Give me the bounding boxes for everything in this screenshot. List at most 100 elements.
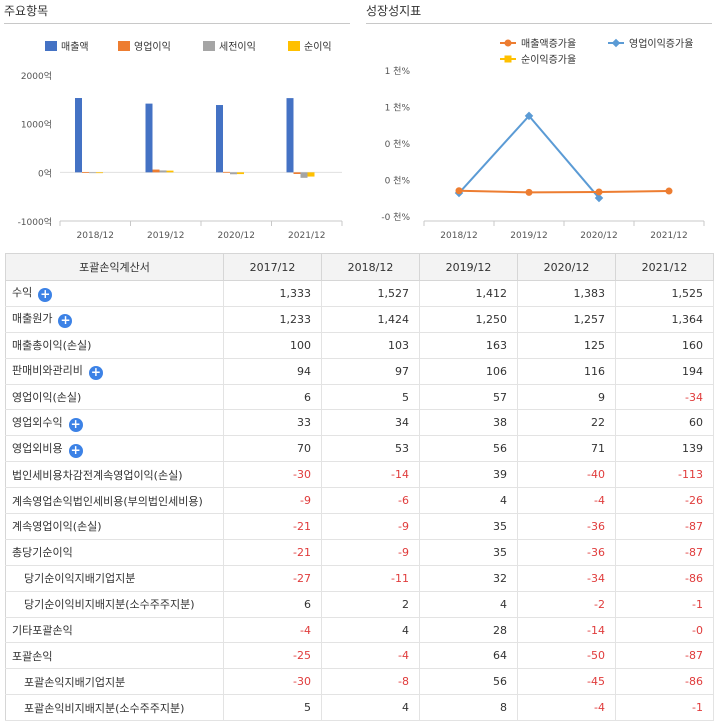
right-panel-title: 성장성지표	[366, 4, 422, 18]
x-tick-label: 2020/12	[580, 231, 617, 241]
value-cell: -9	[223, 487, 322, 515]
value-cell: 6	[223, 384, 322, 411]
value-cell: 53	[321, 435, 420, 463]
expand-plus-icon[interactable]: +	[58, 313, 73, 329]
y-tick-label: 0 천%	[385, 176, 411, 187]
table-header-year: 2019/12	[419, 253, 518, 281]
row-label-cell: 총당기순이익	[5, 539, 224, 566]
row-label: 포괄손익비지배지분(소수주주지분)	[24, 701, 185, 715]
legend-marker	[504, 39, 512, 47]
table-header-year: 2018/12	[321, 253, 420, 281]
value-cell: -87	[615, 539, 714, 566]
value-cell: 103	[321, 332, 420, 359]
value-cell: -4	[517, 694, 616, 722]
x-tick-label: 2018/12	[77, 231, 114, 241]
value-cell: -86	[615, 565, 714, 592]
row-label-cell: 계속영업손익법인세비용(부의법인세비용)	[5, 487, 224, 515]
row-label-cell: 영업외비용 +	[5, 435, 224, 463]
table-row: 매출원가 +1,233 1,424 1,250 1,257 1,364	[5, 306, 714, 333]
row-label: 매출원가	[12, 312, 53, 326]
y-tick-label: 2000억	[21, 70, 52, 82]
row-label-cell: 영업외수익 +	[5, 409, 224, 437]
value-cell: -2	[517, 591, 616, 618]
x-tick-label: 2018/12	[440, 231, 477, 241]
row-label-cell: 계속영업이익(손실)	[5, 513, 224, 540]
value-cell: 1,527	[321, 280, 420, 307]
value-cell: 35	[419, 539, 518, 566]
value-cell: -27	[223, 565, 322, 592]
major-items-bar-chart: 매출액 영업이익 세전이익 순이익 2000억 1000억 0억 -1000억 2018/12 2…	[18, 40, 343, 241]
row-label-cell: 포괄손익지배기업지분	[5, 668, 224, 696]
series-line	[458, 189, 670, 194]
bar	[237, 172, 244, 175]
value-cell: 194	[615, 358, 714, 385]
legend-swatch	[118, 41, 130, 51]
value-cell: -30	[223, 461, 322, 489]
value-cell: 1,233	[223, 306, 322, 333]
bar	[300, 172, 308, 178]
x-tick-label: 2019/12	[510, 231, 547, 241]
expand-plus-icon[interactable]: +	[88, 365, 103, 381]
table-header-year: 2020/12	[517, 253, 616, 281]
value-cell: 1,424	[321, 306, 420, 333]
value-cell: 32	[419, 565, 518, 592]
x-tick-label: 2020/12	[218, 231, 255, 241]
value-cell: 28	[419, 617, 518, 644]
row-label-cell: 포괄손익	[5, 642, 224, 670]
expand-plus-icon[interactable]: +	[68, 416, 83, 432]
value-cell: -4	[321, 642, 420, 670]
value-cell: 60	[615, 409, 714, 437]
row-label: 당기순이익지배기업지분	[24, 572, 136, 586]
value-cell: 9	[517, 384, 616, 411]
value-cell: 64	[419, 642, 518, 670]
bar	[230, 172, 237, 175]
value-cell: -21	[223, 539, 322, 566]
value-cell: -26	[615, 487, 714, 515]
row-label: 계속영업이익(손실)	[12, 520, 102, 534]
bar	[216, 105, 223, 173]
table-row: 법인세비용차감전계속영업이익(손실) -30 -14 39 -40 -113	[5, 461, 714, 489]
y-tick-label: 1 천%	[385, 66, 411, 77]
value-cell: 160	[615, 332, 714, 359]
value-cell: -6	[321, 487, 420, 515]
value-cell: 5	[321, 384, 420, 411]
value-cell: 106	[419, 358, 518, 385]
legend-swatch	[288, 41, 300, 51]
y-tick-label: -0 천%	[381, 212, 410, 223]
row-label-cell: 당기순이익지배기업지분	[5, 565, 224, 592]
value-cell: -87	[615, 642, 714, 670]
value-cell: 139	[615, 435, 714, 463]
data-point	[525, 188, 533, 196]
value-cell: 33	[223, 409, 322, 437]
expand-plus-icon[interactable]: +	[38, 287, 53, 303]
value-cell: 1,412	[419, 280, 518, 307]
bar	[96, 172, 103, 174]
value-cell: -40	[517, 461, 616, 489]
value-cell: 1,525	[615, 280, 714, 307]
left-panel-divider	[4, 23, 350, 24]
bar	[75, 98, 82, 173]
value-cell: 125	[517, 332, 616, 359]
value-cell: -87	[615, 513, 714, 540]
value-cell: -113	[615, 461, 714, 489]
legend-label: 순이익	[304, 41, 332, 53]
value-cell: 94	[223, 358, 322, 385]
value-cell: 56	[419, 435, 518, 463]
legend-swatch	[45, 41, 57, 51]
table-header-row: 포괄손익계산서 2017/12 2018/12 2019/12 2020/12 2021/…	[5, 253, 714, 281]
row-label: 영업외비용	[12, 441, 63, 455]
value-cell: -36	[517, 513, 616, 540]
table-row: 판매비와관리비 +94 97 106 116 194	[5, 358, 714, 385]
row-label-cell: 매출총이익(손실)	[5, 332, 224, 359]
expand-plus-icon[interactable]: +	[68, 442, 83, 458]
value-cell: -25	[223, 642, 322, 670]
row-label: 영업외수익	[12, 415, 63, 429]
value-cell: -50	[517, 642, 616, 670]
legend-label: 순이익증가율	[521, 54, 576, 66]
value-cell: 39	[419, 461, 518, 489]
row-label: 매출총이익(손실)	[12, 339, 92, 353]
bar	[293, 172, 301, 174]
bar	[307, 172, 315, 177]
value-cell: 6	[223, 591, 322, 618]
table-row: 매출총이익(손실) 100 103 163 125 160	[5, 332, 714, 359]
